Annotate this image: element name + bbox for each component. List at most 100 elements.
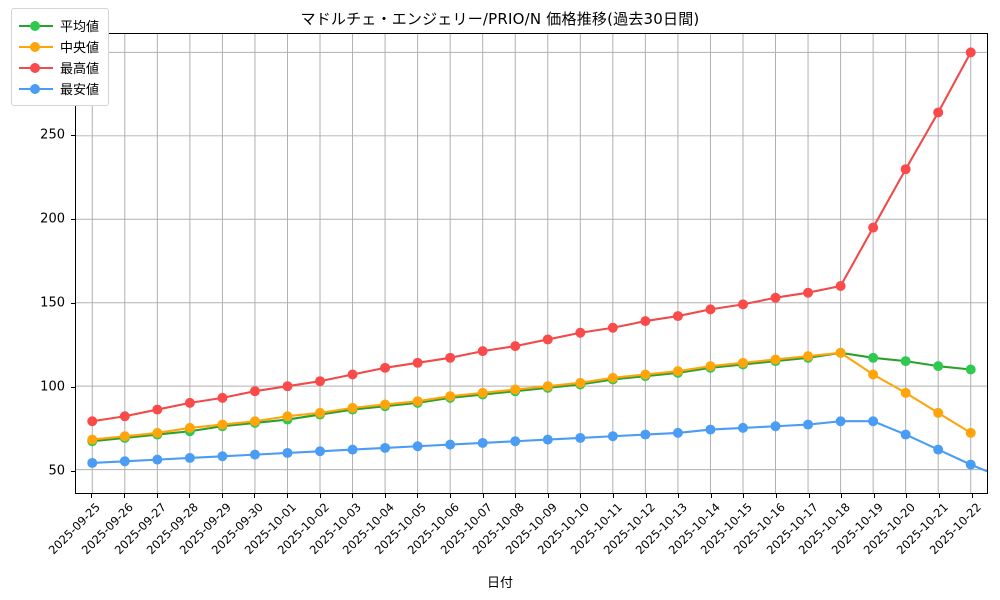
data-point	[445, 439, 456, 450]
data-point	[803, 287, 814, 298]
data-point	[87, 434, 98, 445]
data-point	[868, 416, 879, 427]
data-point	[933, 407, 944, 418]
data-point	[380, 442, 391, 453]
x-tick-mark	[939, 494, 941, 498]
data-point	[835, 416, 846, 427]
data-point	[477, 346, 488, 357]
x-tick-label: 2025-10-13	[632, 500, 691, 558]
data-point	[933, 361, 944, 372]
x-tick-mark	[515, 494, 517, 498]
legend-label: 最安値	[60, 83, 100, 98]
data-point	[347, 444, 358, 455]
data-point	[249, 416, 260, 427]
data-point	[965, 47, 976, 58]
x-tick-mark	[384, 494, 386, 498]
data-point	[672, 427, 683, 438]
data-point	[575, 377, 586, 388]
x-tick-mark	[645, 494, 647, 498]
x-tick-mark	[710, 494, 712, 498]
data-point	[965, 427, 976, 438]
data-point	[640, 369, 651, 380]
x-tick-label: 2025-10-11	[567, 500, 625, 558]
x-tick-label: 2025-10-15	[698, 500, 756, 558]
data-point	[217, 392, 228, 403]
data-point	[868, 222, 879, 233]
x-axis-label: 日付	[486, 576, 513, 591]
data-point	[184, 452, 195, 463]
x-tick-label: 2025-10-03	[306, 500, 365, 558]
x-tick-mark	[906, 494, 908, 498]
data-point	[770, 421, 781, 432]
data-point	[803, 351, 814, 362]
legend-marker-icon	[19, 41, 53, 53]
x-tick-label: 2025-10-14	[665, 500, 723, 558]
data-point	[510, 341, 521, 352]
data-point	[965, 364, 976, 375]
legend-item-中央値[interactable]: 中央値	[19, 36, 99, 57]
data-point	[868, 369, 879, 380]
x-tick-label: 2025-10-16	[730, 500, 788, 558]
data-point	[510, 436, 521, 447]
x-tick-label: 2025-10-20	[861, 500, 919, 558]
legend-item-最安値[interactable]: 最安値	[19, 78, 99, 99]
data-point	[87, 416, 98, 427]
data-point	[965, 459, 976, 470]
data-point	[152, 454, 163, 465]
data-point	[412, 396, 423, 407]
data-point	[412, 441, 423, 452]
data-point	[152, 404, 163, 415]
legend-item-平均値[interactable]: 平均値	[19, 15, 99, 36]
x-tick-mark	[319, 494, 321, 498]
data-point	[445, 352, 456, 363]
data-point	[803, 419, 814, 430]
plot-area	[75, 33, 988, 494]
data-point	[152, 427, 163, 438]
x-tick-label: 2025-10-05	[372, 500, 430, 558]
data-point	[705, 361, 716, 372]
chart-legend: 平均値 中央値最高値最安値	[11, 8, 110, 106]
data-point	[119, 431, 130, 442]
x-tick-mark	[776, 494, 778, 498]
series-中央値	[87, 347, 976, 445]
data-point	[542, 334, 553, 345]
data-point	[217, 419, 228, 430]
data-point	[282, 381, 293, 392]
x-tick-mark	[189, 494, 191, 498]
data-point	[737, 422, 748, 433]
data-point	[412, 357, 423, 368]
data-point	[477, 437, 488, 448]
x-tick-label: 2025-09-28	[143, 500, 202, 558]
data-point	[737, 357, 748, 368]
x-tick-mark	[254, 494, 256, 498]
data-point	[900, 387, 911, 398]
data-point	[380, 399, 391, 410]
data-point	[672, 311, 683, 322]
data-point	[835, 281, 846, 292]
series-line	[91, 51, 972, 423]
data-point	[542, 434, 553, 445]
x-tick-label: 2025-10-18	[795, 500, 854, 558]
x-tick-mark	[221, 494, 223, 498]
x-tick-label: 2025-09-30	[209, 500, 267, 558]
x-tick-mark	[743, 494, 745, 498]
data-point	[607, 322, 618, 333]
data-point	[282, 411, 293, 422]
legend-label: 最高値	[60, 62, 100, 77]
data-point	[933, 444, 944, 455]
x-tick-label: 2025-10-04	[339, 500, 397, 558]
legend-item-最高値[interactable]: 最高値	[19, 57, 99, 78]
data-point	[868, 352, 879, 363]
legend-marker-icon	[19, 62, 53, 74]
y-tick-label: 150	[40, 295, 65, 311]
x-tick-label: 2025-10-06	[404, 500, 462, 558]
x-tick-label: 2025-10-01	[241, 500, 299, 558]
x-tick-mark	[156, 494, 158, 498]
data-point	[575, 327, 586, 338]
x-tick-mark	[417, 494, 419, 498]
data-point	[347, 402, 358, 413]
x-tick-label: 2025-10-22	[926, 500, 984, 558]
x-tick-mark	[123, 494, 125, 498]
x-tick-label: 2025-09-26	[78, 500, 136, 558]
